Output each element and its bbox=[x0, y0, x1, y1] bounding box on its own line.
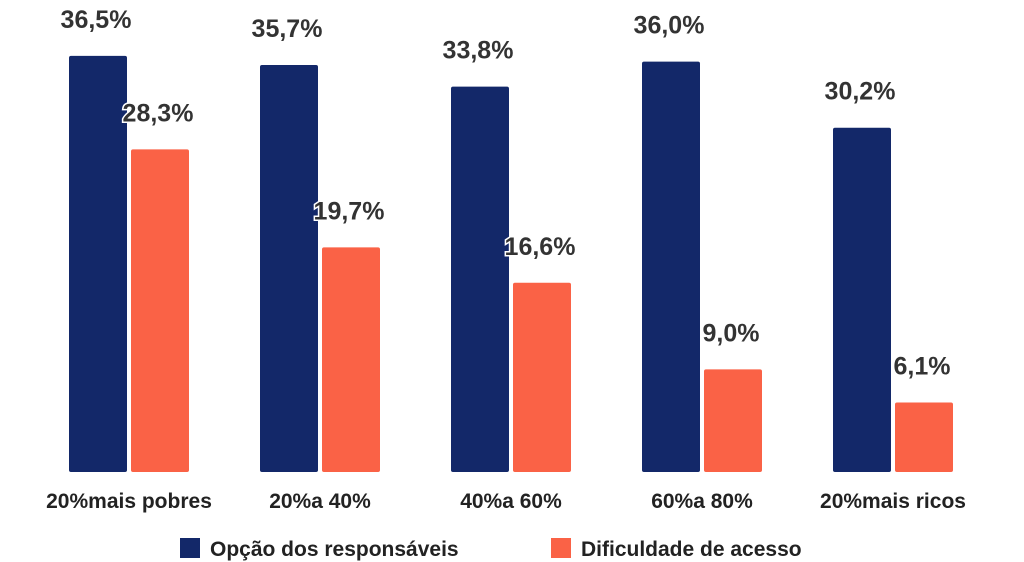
category-label-60pcta-80pct: 60%a 80% bbox=[651, 490, 753, 513]
category-labels-layer: 20%mais pobres 20%a 40% 40%a 60% 60%a 80% 20… bbox=[46, 490, 966, 513]
bar-dificuldade-de-acesso-60pcta-80pct bbox=[704, 369, 762, 472]
legend-swatch-dificuldade-de-acesso bbox=[551, 538, 571, 558]
bar-dificuldade-de-acesso-40pcta-60pct bbox=[513, 282, 571, 472]
legend-label-opcao-dos-responsaveis: Opção dos responsáveis bbox=[210, 538, 459, 561]
bar-opcao-dos-responsaveis-20pctmais-ricos bbox=[833, 127, 891, 472]
legend-swatch-opcao-dos-responsaveis bbox=[180, 538, 200, 558]
value-label-dificuldade-de-acesso-20pcta-40pct: 19,7% bbox=[314, 197, 385, 225]
bar-opcao-dos-responsaveis-40pcta-60pct bbox=[451, 86, 509, 473]
bar-opcao-dos-responsaveis-60pcta-80pct bbox=[642, 61, 700, 472]
value-label-dificuldade-de-acesso-20pctmais-pobres: 28,3% bbox=[123, 99, 194, 127]
bar-opcao-dos-responsaveis-20pctmais-pobres bbox=[69, 55, 127, 473]
legend: Opção dos responsáveis Dificuldade de ac… bbox=[180, 538, 802, 561]
legend-label-dificuldade-de-acesso: Dificuldade de acesso bbox=[581, 538, 802, 561]
value-label-dificuldade-de-acesso-40pcta-60pct: 16,6% bbox=[505, 233, 576, 261]
value-label-dificuldade-de-acesso-20pctmais-ricos: 6,1% bbox=[894, 352, 951, 380]
value-label-opcao-dos-responsaveis-40pcta-60pct: 33,8% bbox=[443, 37, 514, 65]
value-label-dificuldade-de-acesso-60pcta-80pct: 9,0% bbox=[703, 319, 760, 347]
category-label-20pctmais-ricos: 20%mais ricos bbox=[820, 490, 966, 513]
category-label-40pcta-60pct: 40%a 60% bbox=[460, 490, 562, 513]
category-label-20pcta-40pct: 20%a 40% bbox=[269, 490, 371, 513]
bar-dificuldade-de-acesso-20pctmais-pobres bbox=[131, 149, 189, 472]
bar-dificuldade-de-acesso-20pcta-40pct bbox=[322, 247, 380, 472]
bar-dificuldade-de-acesso-20pctmais-ricos bbox=[895, 402, 953, 472]
value-labels-layer: 36,5% 28,3% 35,7% 19,7% 33,8% 16,6% 36,0% 9,0% 3… bbox=[59, 4, 952, 382]
category-label-20pctmais-pobres: 20%mais pobres bbox=[46, 490, 212, 513]
bar-opcao-dos-responsaveis-20pcta-40pct bbox=[260, 65, 318, 473]
value-label-opcao-dos-responsaveis-60pcta-80pct: 36,0% bbox=[634, 12, 705, 40]
bars-layer bbox=[69, 55, 953, 473]
value-label-opcao-dos-responsaveis-20pctmais-pobres: 36,5% bbox=[61, 6, 132, 34]
value-label-opcao-dos-responsaveis-20pctmais-ricos: 30,2% bbox=[825, 78, 896, 106]
value-label-opcao-dos-responsaveis-20pcta-40pct: 35,7% bbox=[252, 15, 323, 43]
